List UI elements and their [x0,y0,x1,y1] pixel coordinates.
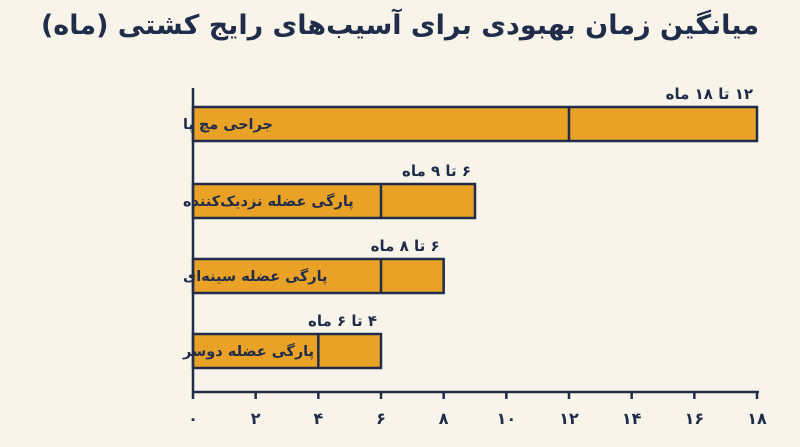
data-label-3: ۶ تا ۸ ماه [371,237,440,255]
bar-2 [191,182,477,220]
category-label-3: پارگی عضله سینه‌ای [183,267,328,285]
data-label-1: ۱۲ تا ۱۸ ماه [666,85,753,103]
category-label-1: جراحی مچ پا [183,117,273,133]
x-tick-label-4: ۴ [313,409,323,428]
bar-1 [191,105,759,143]
x-tick-label-16: ۱۶ [685,409,705,428]
x-tick-label-6: ۶ [376,409,386,428]
x-tick-label-10: ۱۰ [497,409,517,428]
x-axis-ticks: ۰ ۲ ۴ ۶ ۸ ۱۰ ۱۲ ۱۴ ۱۶ ۱۸ [188,392,767,428]
category-label-2: پارگی عضله نزدیک‌کننده [183,192,354,210]
data-label-2: ۶ تا ۹ ماه [402,162,471,180]
category-label-4: پارگی عضله دوسر [182,342,314,360]
labels-layer: جراحی مچ پا ۱۲ تا ۱۸ ماه پارگی عضله نزدیک‌… [182,85,753,360]
x-tick-label-8: ۸ [439,409,449,428]
x-tick-label-0: ۰ [188,409,198,428]
x-tick-label-18: ۱۸ [747,409,767,428]
bars-layer [191,105,759,370]
x-tick-label-14: ۱۴ [622,409,642,428]
bar-4 [191,332,383,370]
data-label-4: ۴ تا ۶ ماه [308,312,377,330]
x-tick-label-12: ۱۲ [559,409,579,428]
x-tick-label-2: ۲ [251,409,261,428]
chart-title: میانگین زمان بهبودی برای آسیب‌های رایج ک… [40,10,760,41]
